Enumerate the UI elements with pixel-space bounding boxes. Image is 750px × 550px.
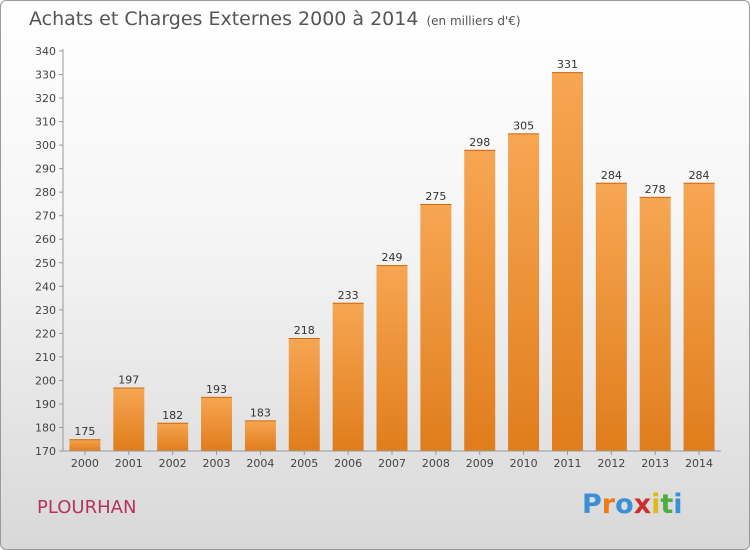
logo-letter: t	[660, 489, 674, 520]
y-tick-label: 170	[35, 445, 56, 458]
title-text: Achats et Charges Externes 2000 à 2014	[29, 8, 419, 30]
y-tick-label: 260	[35, 233, 56, 246]
y-tick-label: 280	[35, 186, 56, 199]
x-tick-label: 2013	[641, 457, 669, 470]
x-tick-label: 2008	[422, 457, 450, 470]
logo-letter: i	[651, 489, 661, 520]
y-tick-label: 340	[35, 45, 56, 58]
x-tick-label: 2010	[510, 457, 538, 470]
bar-value-label: 305	[513, 119, 534, 132]
bar	[244, 420, 276, 451]
x-tick-label: 2003	[203, 457, 231, 470]
bar-value-label: 197	[118, 373, 139, 386]
bar	[376, 265, 408, 451]
bar-value-label: 284	[601, 169, 622, 182]
y-tick-label: 310	[35, 116, 56, 129]
y-tick-label: 220	[35, 327, 56, 340]
bar	[69, 439, 101, 451]
bar-value-label: 249	[382, 251, 403, 264]
y-tick-label: 320	[35, 92, 56, 105]
bar-value-label: 298	[469, 136, 490, 149]
bar-value-label: 284	[689, 169, 710, 182]
x-tick-label: 2011	[553, 457, 581, 470]
bar	[595, 182, 627, 451]
bar	[157, 422, 189, 451]
chart-title: Achats et Charges Externes 2000 à 2014 (e…	[29, 8, 521, 30]
y-tick-label: 330	[35, 69, 56, 82]
y-tick-label: 290	[35, 163, 56, 176]
bar-value-label: 175	[74, 425, 95, 438]
x-tick-label: 2005	[290, 457, 318, 470]
bar-value-label: 182	[162, 409, 183, 422]
bar	[508, 133, 540, 451]
bar	[201, 396, 233, 451]
x-tick-label: 2014	[685, 457, 713, 470]
bar-value-label: 275	[425, 190, 446, 203]
bar	[683, 182, 715, 451]
y-tick-label: 210	[35, 351, 56, 364]
y-tick-label: 230	[35, 304, 56, 317]
y-tick-label: 200	[35, 374, 56, 387]
logo-letter: r	[601, 489, 616, 520]
bar-value-label: 218	[294, 324, 315, 337]
bar-value-label: 278	[645, 183, 666, 196]
x-tick-label: 2009	[466, 457, 494, 470]
bar	[464, 149, 496, 451]
proxiti-logo[interactable]: Proxiti	[582, 489, 683, 520]
y-tick-label: 250	[35, 257, 56, 270]
bar-value-label: 183	[250, 406, 271, 419]
y-axis: 170 180 190 200 210 220 230 240 250 260 270 280 290 3…	[35, 45, 64, 458]
bar	[639, 196, 671, 451]
logo-letter: i	[673, 489, 683, 520]
unit-text: (en milliers d'€)	[426, 14, 521, 28]
bar-series: 175 197 182 193 183 218 233 249 275 298 305 331 284 2…	[69, 58, 715, 452]
x-tick-label: 2012	[597, 457, 625, 470]
y-tick-label: 270	[35, 210, 56, 223]
x-axis: 2000 2001 2002 2003 2004 2005 2006 2007 2008 2009…	[63, 450, 721, 470]
x-tick-label: 2002	[159, 457, 187, 470]
bar-value-label: 331	[557, 58, 578, 71]
logo-letter: x	[633, 489, 652, 520]
logo-letter: P	[582, 489, 602, 520]
x-tick-label: 2001	[115, 457, 143, 470]
logo-letter: o	[615, 489, 634, 520]
y-tick-label: 300	[35, 139, 56, 152]
bar	[551, 72, 583, 452]
bar	[288, 338, 320, 451]
x-tick-label: 2004	[246, 457, 274, 470]
bar-value-label: 233	[338, 289, 359, 302]
bar	[420, 203, 452, 451]
y-tick-label: 190	[35, 398, 56, 411]
commune-name: PLOURHAN	[37, 497, 137, 518]
bar	[332, 302, 364, 451]
x-tick-label: 2006	[334, 457, 362, 470]
y-tick-label: 180	[35, 421, 56, 434]
x-tick-label: 2007	[378, 457, 406, 470]
x-tick-label: 2000	[71, 457, 99, 470]
bar-value-label: 193	[206, 383, 227, 396]
y-tick-label: 240	[35, 280, 56, 293]
bar	[113, 387, 145, 451]
